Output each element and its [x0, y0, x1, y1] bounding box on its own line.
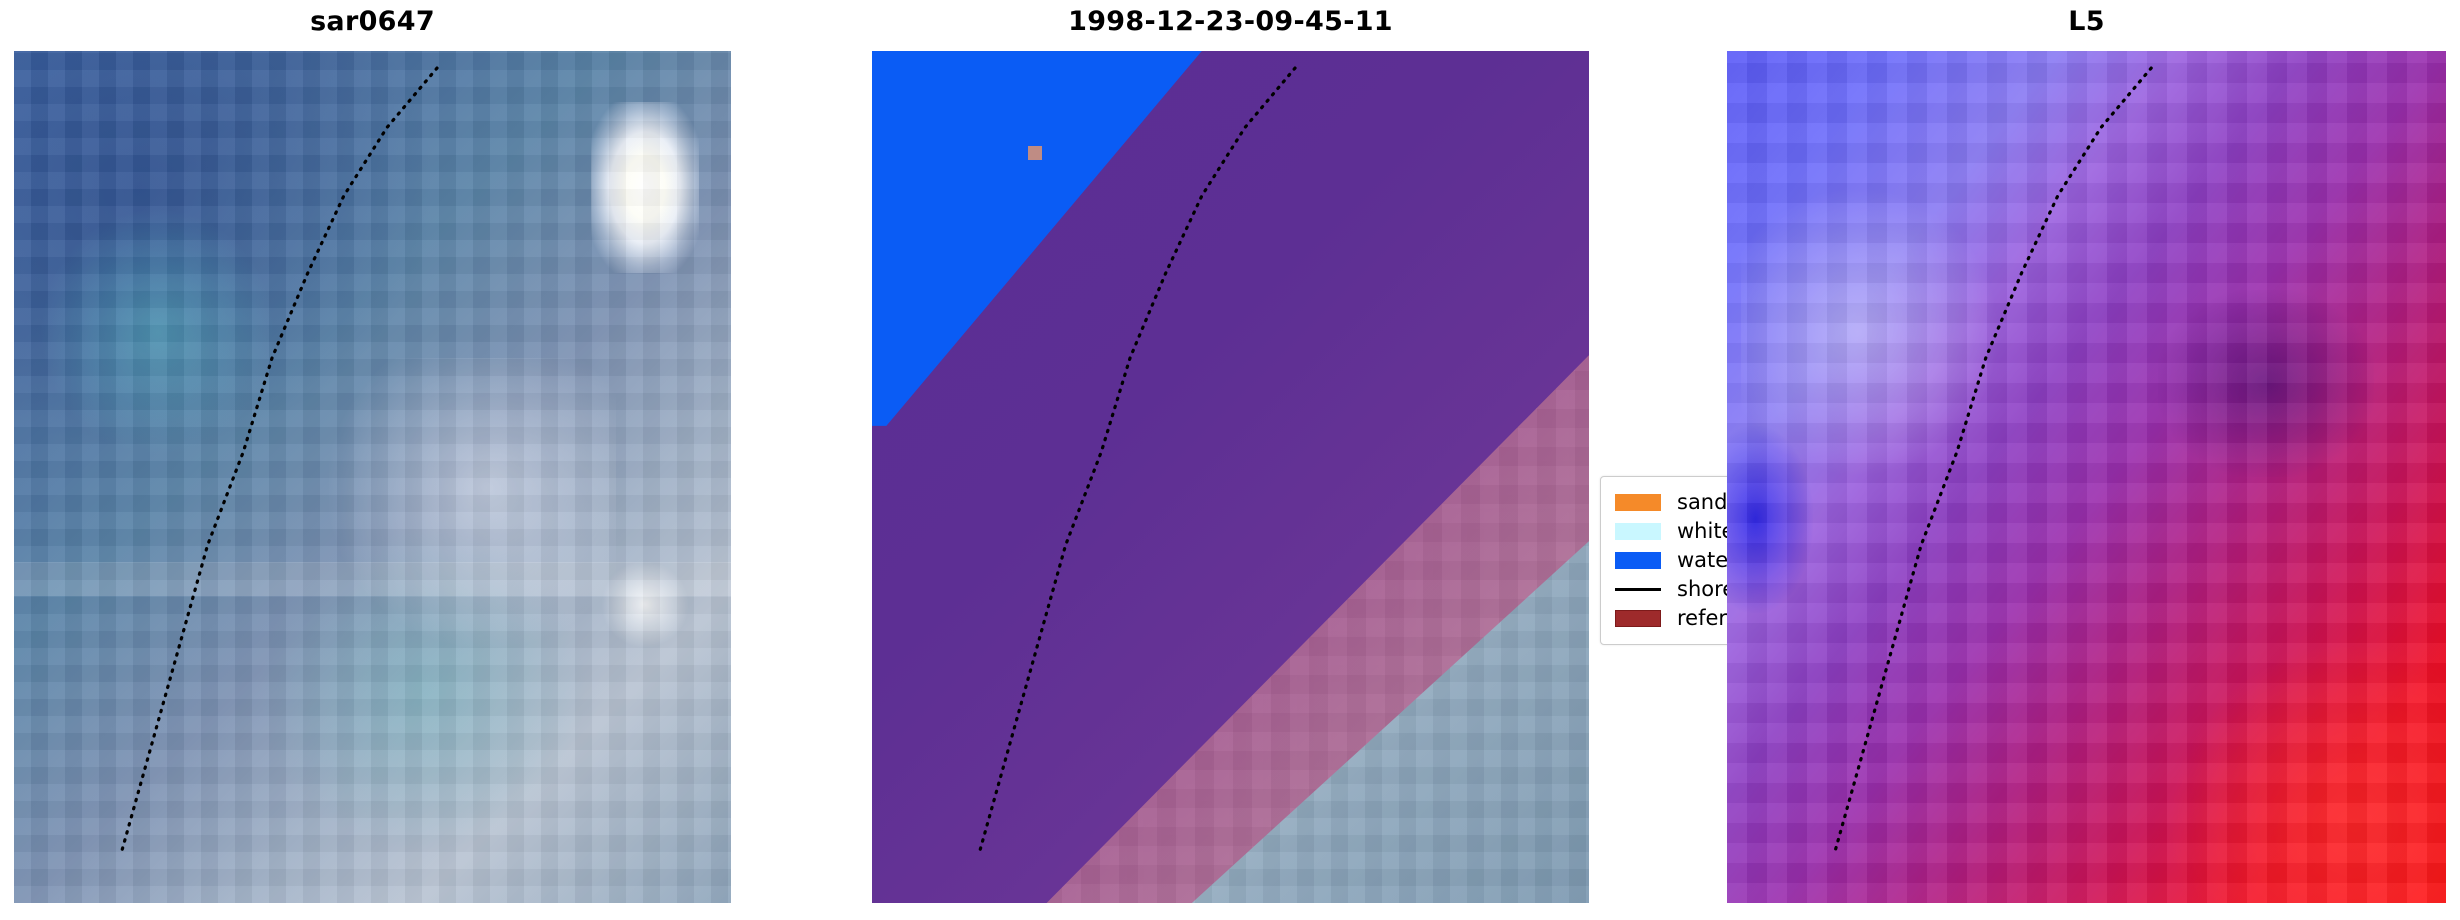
- panel-title-l5: L5: [2068, 6, 2105, 37]
- legend-clip-region: sand whitewater water shoreline referenc…: [1596, 470, 1727, 652]
- legend-item-whitewater[interactable]: whitewater: [1615, 517, 1727, 546]
- reference-swatch-icon: [1615, 610, 1661, 627]
- panel-classification[interactable]: [872, 51, 1589, 903]
- legend-item-water[interactable]: water: [1615, 546, 1727, 575]
- legend-item-sand[interactable]: sand: [1615, 488, 1727, 517]
- legend-label-whitewater: whitewater: [1677, 519, 1727, 543]
- l5-hot-red-patch: [2172, 647, 2446, 903]
- legend-box[interactable]: sand whitewater water shoreline referenc…: [1600, 476, 1727, 645]
- shoreline-line-icon: [1615, 588, 1661, 591]
- sar-bright-target-2: [601, 562, 688, 648]
- water-swatch-icon: [1615, 552, 1661, 569]
- legend-label-shoreline: shoreline: [1677, 577, 1727, 601]
- panel-sar[interactable]: [14, 51, 731, 903]
- panel-title-sar: sar0647: [310, 6, 435, 37]
- l5-pixel-texture: [1727, 51, 2446, 903]
- whitewater-swatch-icon: [1615, 523, 1661, 540]
- sand-swatch-icon: [1615, 494, 1661, 511]
- legend-label-water: water: [1677, 548, 1727, 572]
- sar-bright-target: [591, 102, 699, 273]
- class-reference-pixel: [1028, 146, 1042, 161]
- panel-title-classification: 1998-12-23-09-45-11: [1068, 6, 1393, 37]
- legend-item-shoreline[interactable]: shoreline: [1615, 575, 1727, 604]
- l5-deep-blue-patch: [1727, 425, 1814, 614]
- legend-label-reference: reference: [1677, 606, 1727, 630]
- sar-speckle-texture: [14, 51, 731, 903]
- l5-dark-purple-patch: [2158, 289, 2375, 477]
- legend-item-reference[interactable]: reference: [1615, 604, 1727, 633]
- panel-l5[interactable]: [1727, 51, 2446, 903]
- legend-label-sand: sand: [1677, 490, 1727, 514]
